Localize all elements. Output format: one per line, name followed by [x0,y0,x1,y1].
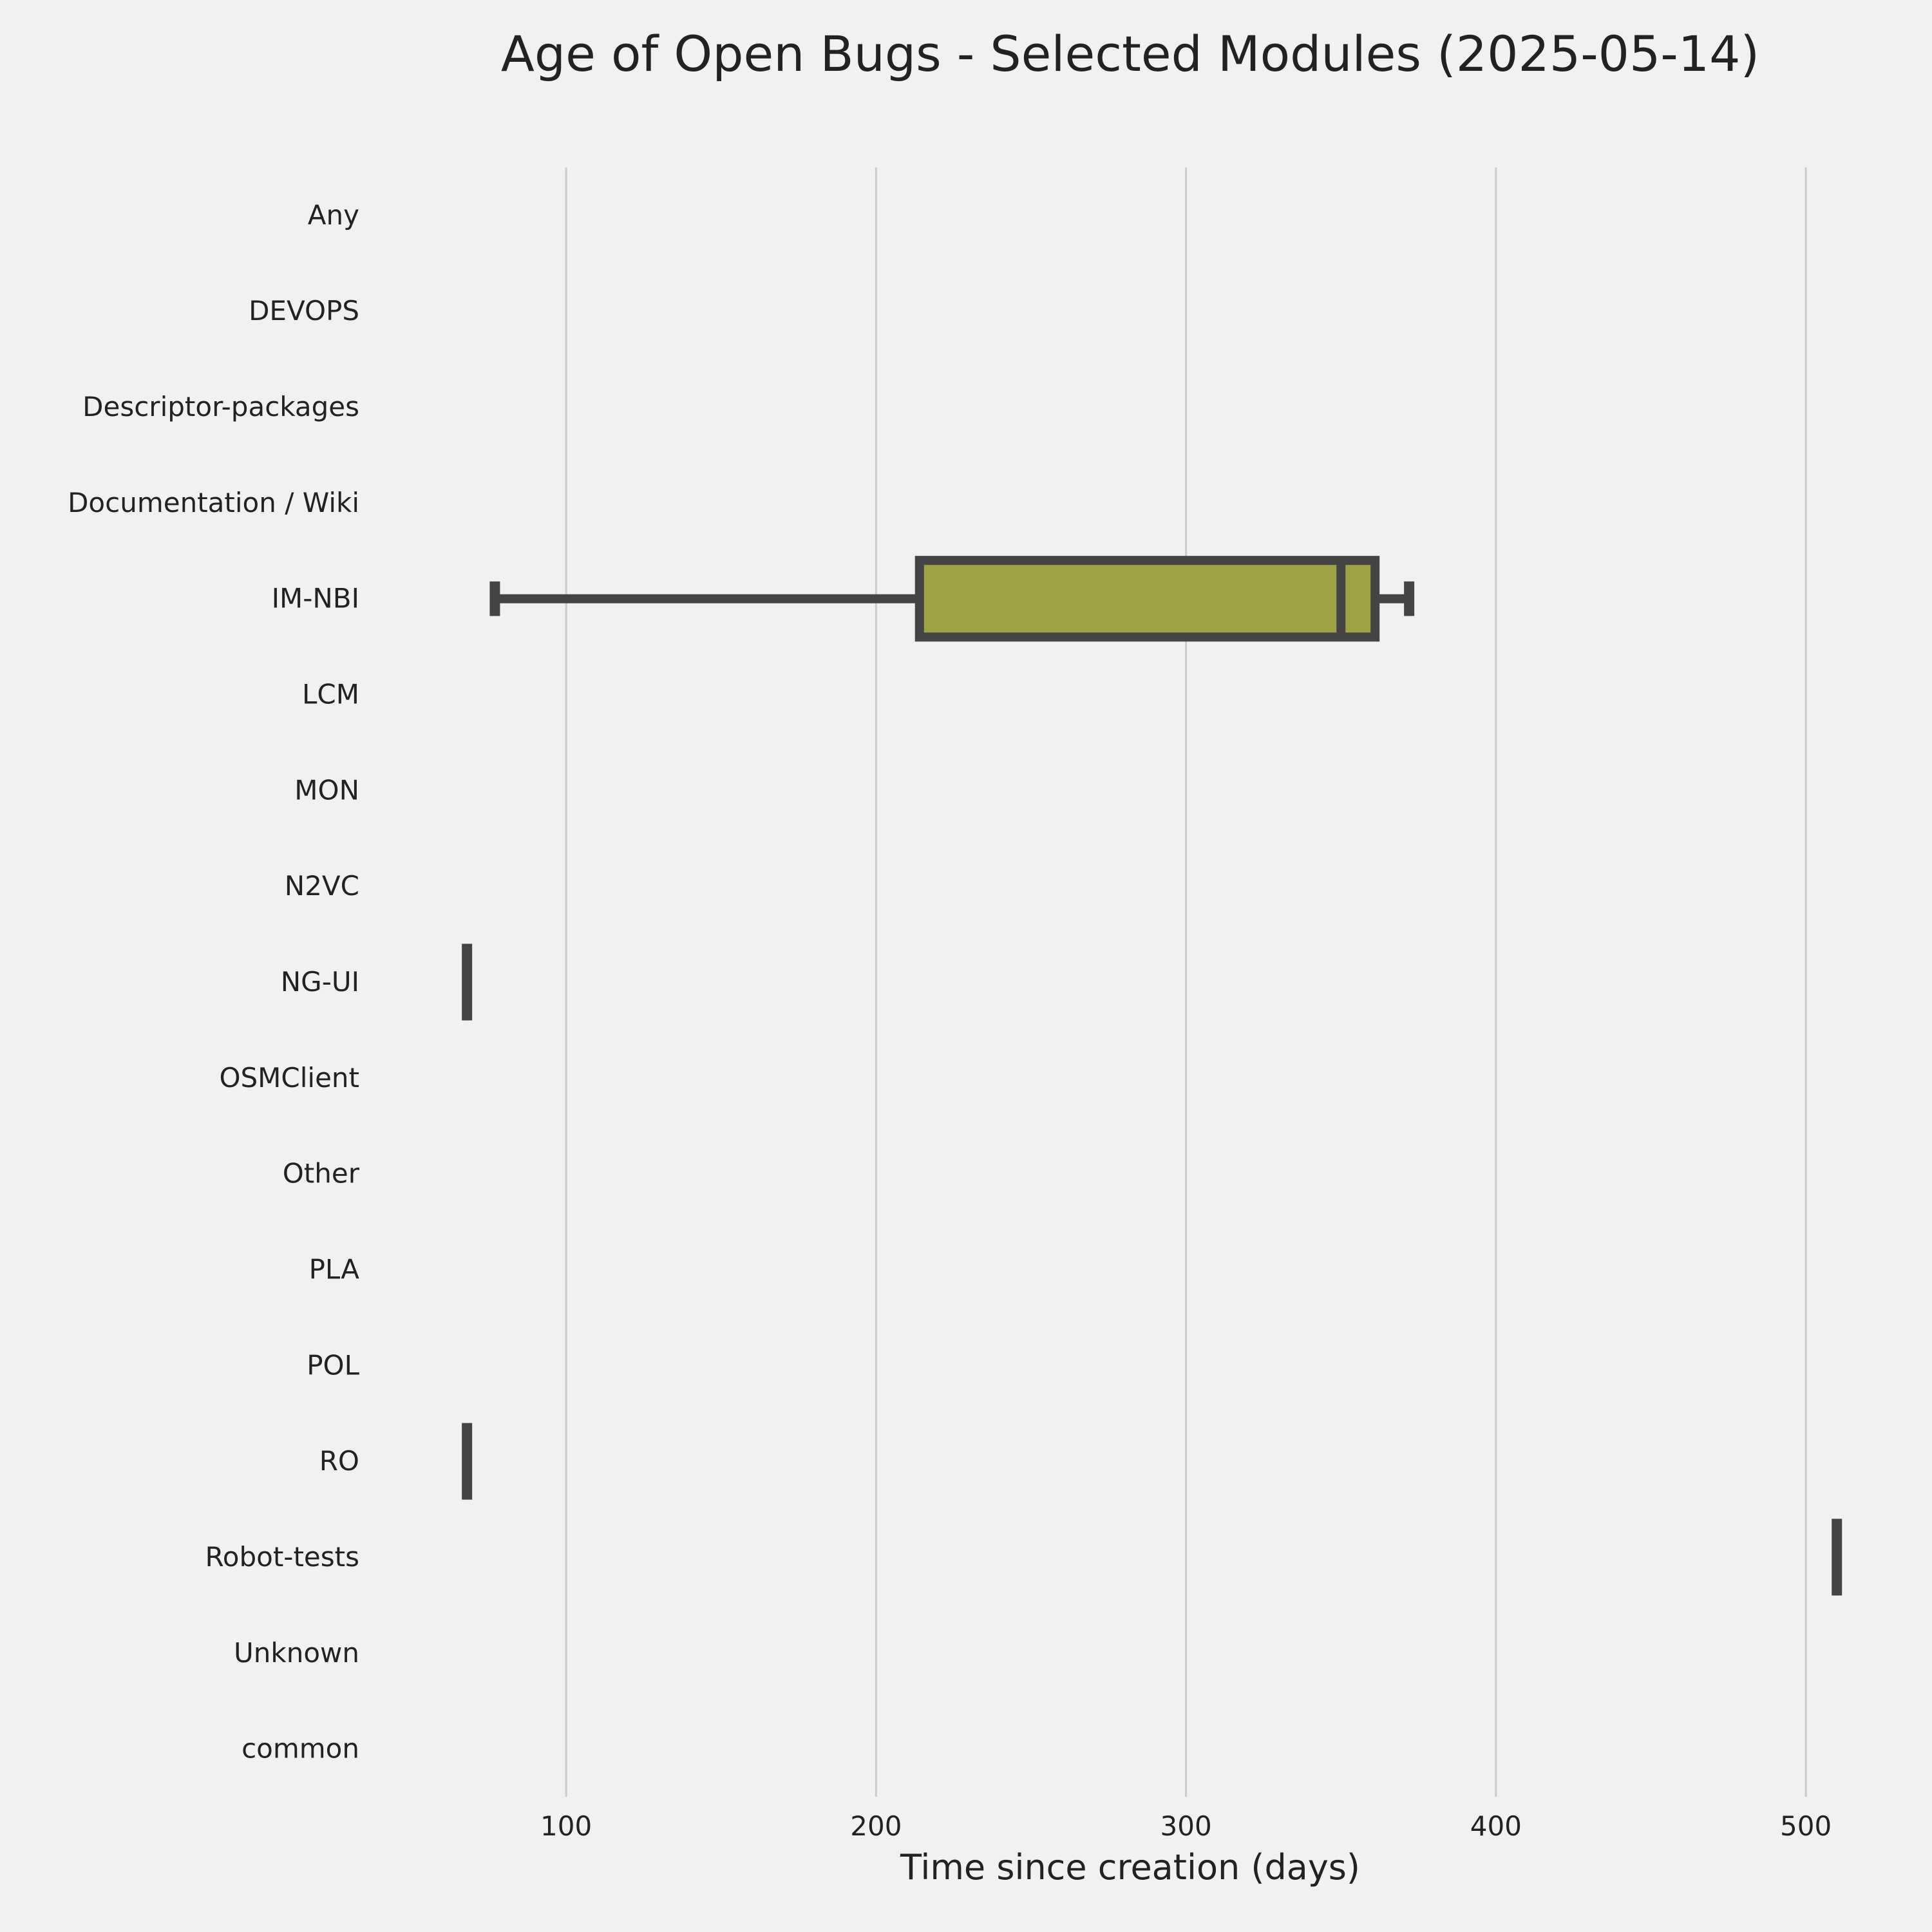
x-tick-labels: 100 200 300 400 500 [540,1810,1832,1842]
category-label: Descriptor-packages [82,391,359,422]
category-label: Unknown [234,1637,359,1669]
category-label: DEVOPS [249,295,359,327]
boxes [462,556,1842,1596]
category-label: IM-NBI [272,583,359,614]
category-label: Any [308,199,359,231]
category-label: MON [294,774,359,806]
x-tick-label: 400 [1470,1810,1522,1842]
category-label: NG-UI [281,966,359,998]
grid-lines [565,167,1807,1797]
category-label: PLA [309,1253,360,1285]
category-label: RO [319,1445,359,1477]
category-label: LCM [302,679,359,710]
chart-title: Age of Open Bugs - Selected Modules (202… [501,25,1759,82]
category-label: Other [283,1158,360,1189]
x-tick-label: 200 [850,1810,902,1842]
category-label: Documentation / Wiki [68,487,359,518]
category-label: common [242,1733,359,1765]
x-tick-label: 100 [540,1810,592,1842]
x-tick-label: 300 [1160,1810,1212,1842]
box-iqr [914,556,1380,642]
category-label: Robot-tests [205,1541,359,1573]
category-labels: Any DEVOPS Descriptor-packages Documentatio… [68,199,360,1764]
category-label: POL [307,1349,359,1381]
category-label: N2VC [285,870,359,902]
x-axis-label: Time since creation (days) [900,1847,1360,1888]
x-tick-label: 500 [1780,1810,1832,1842]
category-label: OSMClient [219,1062,359,1094]
